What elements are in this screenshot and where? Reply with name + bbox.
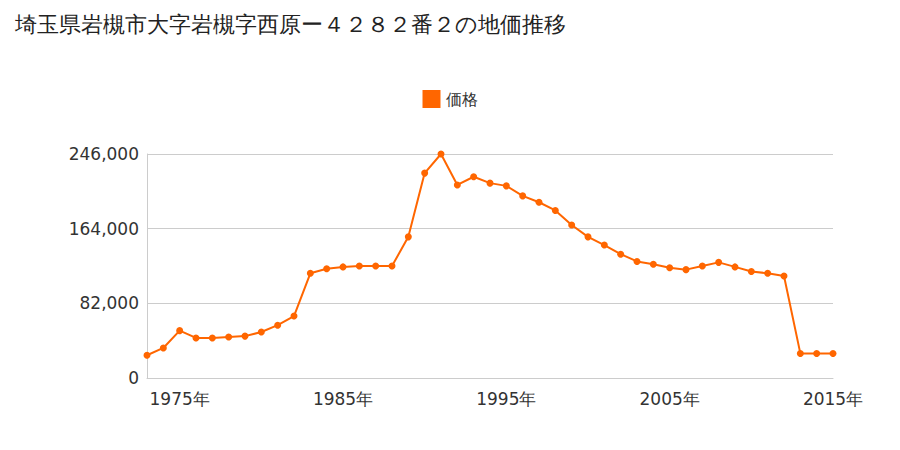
svg-text:埼玉県岩槻市大字岩槻字西原ー４２８２番２の地価推移: 埼玉県岩槻市大字岩槻字西原ー４２８２番２の地価推移 <box>14 12 566 37</box>
svg-text:164,000: 164,000 <box>69 219 139 239</box>
svg-text:1975年: 1975年 <box>150 389 210 409</box>
svg-text:0: 0 <box>128 368 139 388</box>
svg-text:1995年: 1995年 <box>476 389 536 409</box>
svg-text:246,000: 246,000 <box>69 144 139 164</box>
svg-text:1985年: 1985年 <box>313 389 373 409</box>
svg-text:価格: 価格 <box>446 90 478 109</box>
svg-text:2005年: 2005年 <box>640 389 700 409</box>
svg-text:2015年: 2015年 <box>803 389 863 409</box>
svg-text:82,000: 82,000 <box>80 293 139 313</box>
